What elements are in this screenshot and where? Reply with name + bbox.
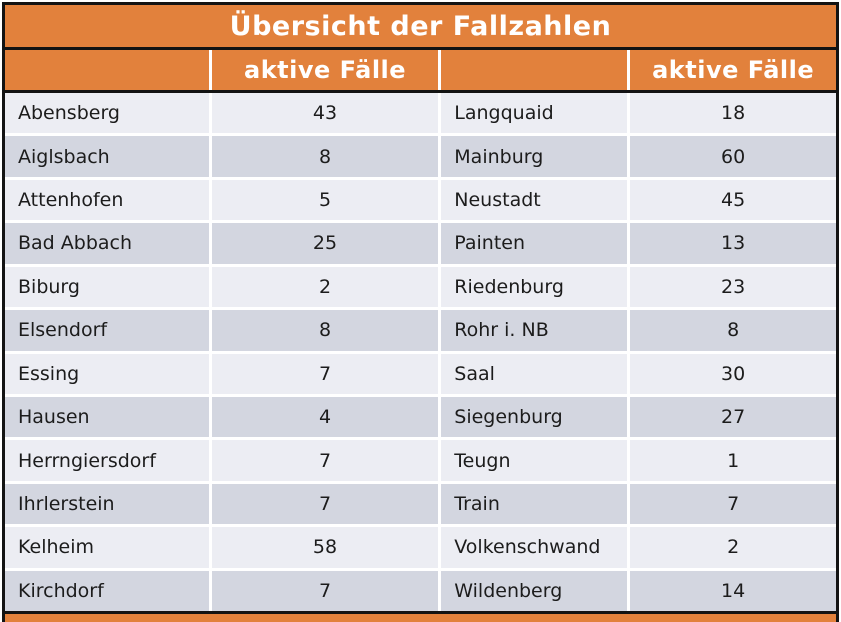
municipality-name-left: Aiglsbach bbox=[5, 136, 209, 177]
table-row: Abensberg 43 Langquaid 18 bbox=[5, 93, 836, 134]
active-cases-value-left: 25 bbox=[211, 223, 439, 264]
active-cases-value-right: 1 bbox=[630, 440, 836, 481]
active-cases-value-right: 18 bbox=[630, 93, 836, 134]
table-row: Biburg 2 Riedenburg 23 bbox=[5, 266, 836, 308]
municipality-name-right: Volkenschwand bbox=[441, 527, 628, 568]
municipality-name-right: Painten bbox=[441, 223, 628, 264]
active-cases-value-left: 58 bbox=[211, 527, 439, 568]
table-row: Ihrlerstein 7 Train 7 bbox=[5, 483, 836, 525]
header-cell-empty-left bbox=[5, 50, 209, 90]
active-cases-value-right: 8 bbox=[630, 310, 836, 351]
municipality-name-left: Biburg bbox=[5, 266, 209, 308]
municipality-name-right: Langquaid bbox=[441, 93, 628, 134]
municipality-name-right: Rohr i. NB bbox=[441, 310, 628, 351]
active-cases-value-right: 7 bbox=[630, 483, 836, 525]
municipality-name-left: Kirchdorf bbox=[5, 570, 209, 612]
municipality-name-right: Wildenberg bbox=[441, 570, 628, 612]
table-row: Hausen 4 Siegenburg 27 bbox=[5, 396, 836, 438]
active-cases-value-right: 30 bbox=[630, 353, 836, 394]
table-row: Aiglsbach 8 Mainburg 60 bbox=[5, 136, 836, 177]
active-cases-value-right: 60 bbox=[630, 136, 836, 177]
active-cases-value-left: 8 bbox=[211, 310, 439, 351]
municipality-name-left: Bad Abbach bbox=[5, 223, 209, 264]
municipality-name-right: Mainburg bbox=[441, 136, 628, 177]
municipality-name-right: Neustadt bbox=[441, 179, 628, 221]
table-row: Elsendorf 8 Rohr i. NB 8 bbox=[5, 310, 836, 351]
table-row: Bad Abbach 25 Painten 13 bbox=[5, 223, 836, 264]
active-cases-value-right: 2 bbox=[630, 527, 836, 568]
active-cases-value-left: 7 bbox=[211, 440, 439, 481]
header-cell-active-cases-left: aktive Fälle bbox=[211, 50, 439, 90]
municipality-name-right: Saal bbox=[441, 353, 628, 394]
table-header-row: aktive Fälle aktive Fälle bbox=[5, 50, 836, 93]
active-cases-value-left: 7 bbox=[211, 353, 439, 394]
active-cases-value-right: 27 bbox=[630, 396, 836, 438]
table-row: Kirchdorf 7 Wildenberg 14 bbox=[5, 570, 836, 612]
table-row: Kelheim 58 Volkenschwand 2 bbox=[5, 527, 836, 568]
table-row: Essing 7 Saal 30 bbox=[5, 353, 836, 394]
municipality-name-left: Attenhofen bbox=[5, 179, 209, 221]
municipality-name-left: Kelheim bbox=[5, 527, 209, 568]
active-cases-value-left: 5 bbox=[211, 179, 439, 221]
municipality-name-left: Hausen bbox=[5, 396, 209, 438]
municipality-name-right: Riedenburg bbox=[441, 266, 628, 308]
municipality-name-right: Teugn bbox=[441, 440, 628, 481]
active-cases-value-right: 45 bbox=[630, 179, 836, 221]
active-cases-value-right: 13 bbox=[630, 223, 836, 264]
active-cases-value-left: 7 bbox=[211, 570, 439, 612]
active-cases-value-left: 4 bbox=[211, 396, 439, 438]
table-body: Abensberg 43 Langquaid 18 Aiglsbach 8 Ma… bbox=[5, 93, 836, 612]
table-title: Übersicht der Fallzahlen bbox=[5, 5, 836, 50]
active-cases-value-left: 8 bbox=[211, 136, 439, 177]
municipality-name-right: Siegenburg bbox=[441, 396, 628, 438]
municipality-name-left: Elsendorf bbox=[5, 310, 209, 351]
table-row: Herrngiersdorf 7 Teugn 1 bbox=[5, 440, 836, 481]
footer-orange-bar bbox=[5, 611, 836, 622]
municipality-name-left: Herrngiersdorf bbox=[5, 440, 209, 481]
municipality-name-left: Ihrlerstein bbox=[5, 483, 209, 525]
active-cases-value-right: 23 bbox=[630, 266, 836, 308]
table-row: Attenhofen 5 Neustadt 45 bbox=[5, 179, 836, 221]
header-cell-empty-right bbox=[441, 50, 628, 90]
active-cases-value-right: 14 bbox=[630, 570, 836, 612]
active-cases-value-left: 43 bbox=[211, 93, 439, 134]
active-cases-value-left: 7 bbox=[211, 483, 439, 525]
municipality-name-right: Train bbox=[441, 483, 628, 525]
active-cases-value-left: 2 bbox=[211, 266, 439, 308]
municipality-name-left: Essing bbox=[5, 353, 209, 394]
header-cell-active-cases-right: aktive Fälle bbox=[630, 50, 836, 90]
municipality-name-left: Abensberg bbox=[5, 93, 209, 134]
